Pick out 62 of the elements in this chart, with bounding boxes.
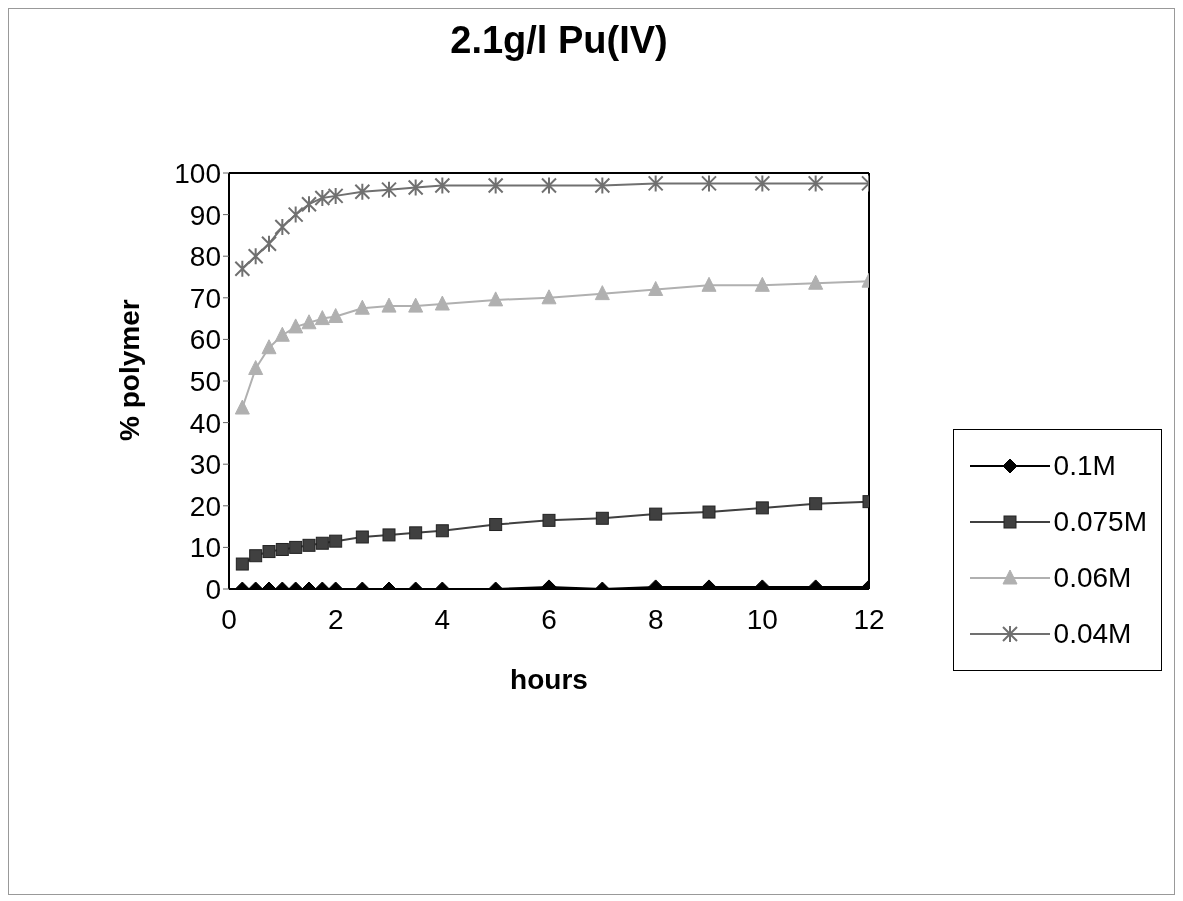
y-tick-label: 30 bbox=[189, 449, 221, 481]
point bbox=[594, 285, 610, 301]
x-tick-label: 10 bbox=[746, 603, 778, 635]
y-tick-label: 10 bbox=[189, 532, 221, 564]
y-tick-label: 0 bbox=[205, 573, 221, 605]
y-tick-label: 20 bbox=[189, 490, 221, 522]
x-tick-label: 8 bbox=[647, 603, 664, 635]
point bbox=[407, 178, 424, 197]
point bbox=[754, 276, 770, 292]
point bbox=[701, 174, 717, 193]
x-tick-label: 2 bbox=[327, 603, 344, 635]
point bbox=[647, 174, 664, 193]
point bbox=[754, 174, 771, 193]
y-tick-label: 100 bbox=[174, 157, 221, 189]
point bbox=[487, 176, 504, 195]
legend-label: 0.1M bbox=[1053, 450, 1116, 482]
point bbox=[248, 360, 264, 376]
y-tick-label: 90 bbox=[189, 199, 221, 231]
point bbox=[701, 276, 717, 292]
point bbox=[328, 308, 344, 324]
point bbox=[381, 297, 397, 313]
point bbox=[287, 205, 304, 224]
y-tick-label: 80 bbox=[189, 241, 221, 273]
y-tick-label: 50 bbox=[189, 365, 221, 397]
x-tick-label: 12 bbox=[853, 603, 885, 635]
legend-label: 0.04M bbox=[1053, 618, 1132, 650]
y-tick-label: 40 bbox=[189, 407, 221, 439]
point bbox=[327, 186, 344, 205]
point bbox=[807, 174, 824, 193]
point bbox=[234, 259, 251, 278]
point bbox=[261, 234, 277, 253]
point bbox=[274, 218, 291, 237]
point bbox=[274, 326, 290, 342]
chart-title: 2.1g/l Pu(IV) bbox=[449, 19, 669, 62]
point bbox=[488, 291, 504, 307]
point bbox=[541, 289, 557, 305]
legend-label: 0.06M bbox=[1053, 562, 1132, 594]
point bbox=[808, 274, 824, 290]
legend-label: 0.075M bbox=[1053, 506, 1147, 538]
point bbox=[594, 176, 611, 195]
point bbox=[354, 299, 370, 315]
point bbox=[354, 182, 371, 201]
y-tick-label: 60 bbox=[189, 324, 221, 356]
point bbox=[541, 176, 557, 195]
point bbox=[301, 314, 317, 330]
point bbox=[381, 180, 397, 199]
point bbox=[288, 318, 304, 334]
point bbox=[314, 310, 330, 326]
point bbox=[434, 176, 451, 195]
point bbox=[234, 399, 250, 415]
x-axis-title: hours bbox=[510, 664, 588, 695]
x-tick-label: 6 bbox=[541, 603, 557, 635]
x-tick-label: 4 bbox=[434, 603, 451, 635]
y-axis-title: % polymer bbox=[113, 299, 145, 441]
point bbox=[408, 297, 424, 313]
point bbox=[434, 295, 450, 311]
point bbox=[261, 339, 277, 355]
point bbox=[247, 247, 264, 266]
point bbox=[648, 280, 664, 296]
y-tick-label: 70 bbox=[189, 282, 221, 314]
point bbox=[301, 195, 317, 214]
point bbox=[314, 188, 331, 207]
